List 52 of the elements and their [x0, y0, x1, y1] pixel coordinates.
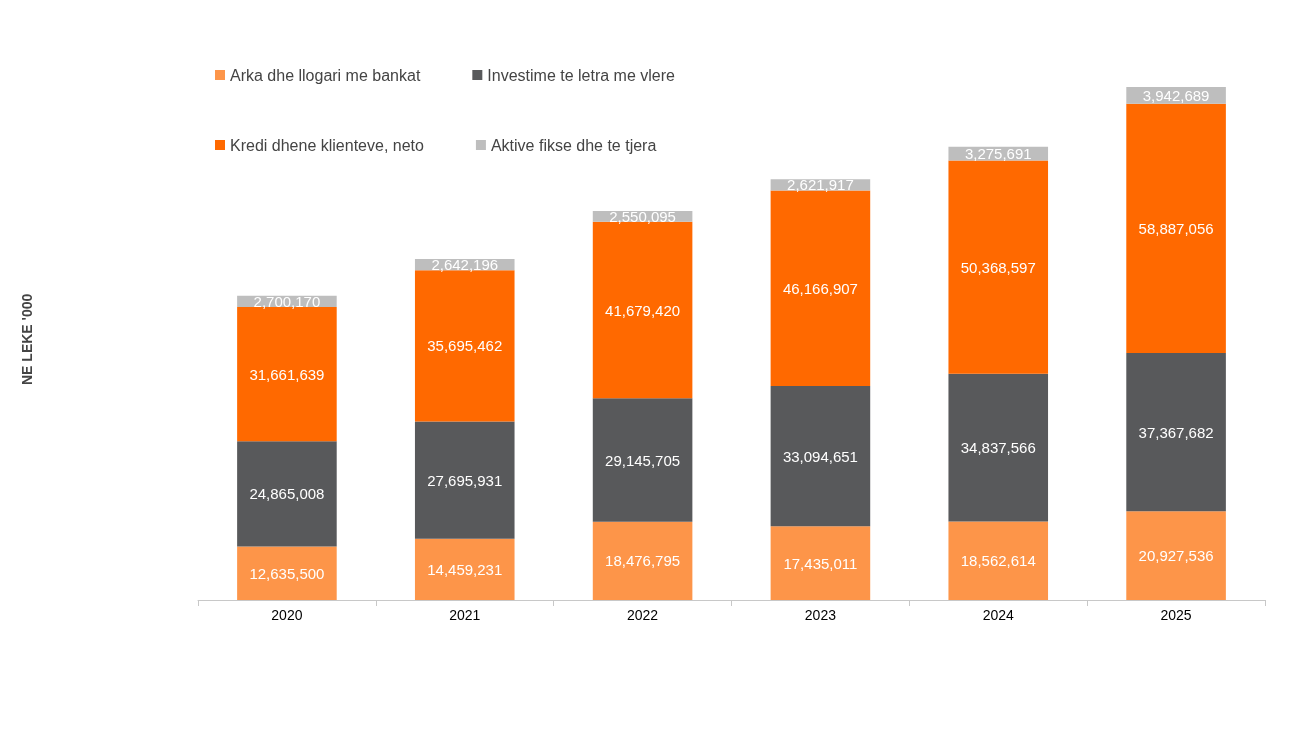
- x-tick-label: 2021: [449, 607, 481, 623]
- legend-label: Arka dhe llogari me bankat: [230, 66, 421, 84]
- data-label: 3,275,691: [964, 145, 1032, 163]
- bar: [948, 373, 1049, 522]
- x-tick-label: 2024: [982, 607, 1015, 623]
- data-label: 31,661,639: [249, 365, 325, 383]
- data-label: 29,145,705: [605, 451, 681, 469]
- data-label: 20,927,536: [1138, 547, 1214, 565]
- data-label: 2,700,170: [253, 292, 321, 310]
- bar: [1126, 353, 1226, 512]
- data-label: 24,865,008: [249, 485, 325, 503]
- bar: [1126, 511, 1226, 600]
- bar: [592, 521, 693, 600]
- x-tick-label: 2025: [1160, 607, 1192, 623]
- data-label: 2,621,917: [787, 176, 854, 194]
- x-tick-label: 2020: [271, 607, 303, 623]
- data-label: 34,837,566: [960, 439, 1036, 457]
- data-label: 3,942,689: [1142, 86, 1210, 104]
- data-label: 2,550,095: [609, 207, 676, 225]
- data-label: 41,679,420: [605, 301, 681, 319]
- bar: [948, 521, 1049, 600]
- legend-label: Investime te letra me vlere: [487, 66, 676, 84]
- bar: [770, 190, 871, 386]
- bar: [414, 538, 515, 600]
- x-tick-label: 2022: [627, 607, 659, 623]
- text: NE LEKE '000: [19, 293, 35, 385]
- data-label: 58,887,056: [1138, 219, 1214, 237]
- bar: [770, 385, 871, 527]
- x-tick-label: 2023: [804, 607, 837, 623]
- data-label: 14,459,231: [427, 560, 503, 578]
- data-label: 17,435,011: [783, 554, 858, 572]
- data-label: 33,094,651: [782, 447, 858, 465]
- bar: [414, 421, 515, 539]
- bar: [237, 307, 337, 442]
- data-label: 35,695,462: [427, 337, 503, 355]
- bar: [237, 441, 337, 547]
- bar: [770, 526, 871, 600]
- bar: [237, 546, 337, 600]
- bar: [592, 398, 693, 522]
- data-label: 2,642,196: [431, 256, 499, 274]
- data-label: 50,368,597: [960, 258, 1036, 276]
- bar: [414, 270, 515, 422]
- bar: [948, 160, 1049, 374]
- data-label: 37,367,682: [1138, 423, 1214, 441]
- data-label: 18,476,795: [605, 552, 681, 570]
- legend-label: Kredi dhene klienteve, neto: [230, 136, 425, 154]
- data-label: 18,562,614: [960, 552, 1036, 570]
- data-label: 46,166,907: [782, 279, 858, 297]
- bar: [1126, 103, 1226, 354]
- data-label: 27,695,931: [427, 471, 503, 489]
- data-label: 12,635,500: [249, 564, 325, 582]
- legend-label: Aktive fikse dhe te tjera: [490, 136, 657, 154]
